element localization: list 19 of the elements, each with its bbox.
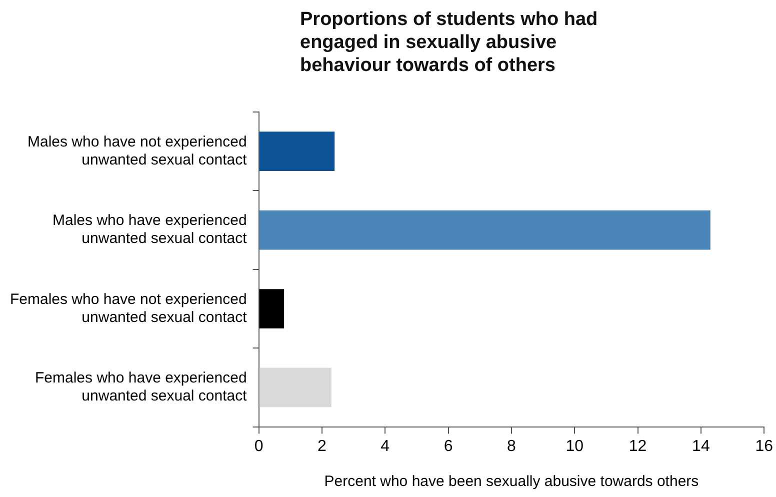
- bar: [259, 289, 284, 328]
- y-tick-label: Females who have experienced unwanted sexual contact: [35, 370, 248, 405]
- x-tick-label: 10: [566, 438, 584, 455]
- y-tick-label: Males who have not experienced unwanted sexual contact: [27, 133, 248, 168]
- x-axis-title: Percent who have been sexually abusive towards others: [324, 473, 699, 490]
- x-tick-label: 2: [318, 438, 327, 455]
- y-tick-label: Males who have experienced unwanted sexual contact: [52, 212, 248, 248]
- chart-title: Proportions of students who had engaged in sexually abusive behaviour towards of others: [300, 8, 599, 77]
- x-tick-label: 4: [380, 438, 390, 455]
- bar: [259, 132, 335, 172]
- x-tick-label: 6: [444, 438, 453, 455]
- x-tick-label: 16: [755, 438, 774, 455]
- x-tick-label: 14: [692, 438, 710, 455]
- bar: [259, 210, 710, 250]
- y-tick-label: Females who have not experienced unwanted sexual contact: [10, 290, 248, 326]
- x-tick-label: 12: [628, 438, 647, 455]
- x-tick-label: 0: [254, 438, 264, 455]
- x-tick-label: 8: [507, 438, 516, 455]
- bar: [259, 368, 332, 408]
